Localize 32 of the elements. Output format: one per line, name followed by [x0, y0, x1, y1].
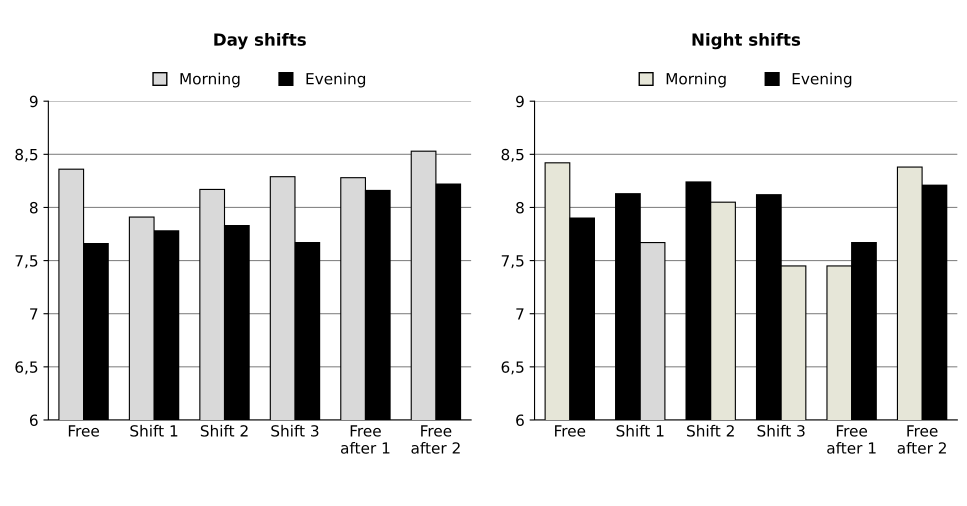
x-tick-label: Free after 1 [827, 425, 876, 454]
y-tick-label: 6,5 [15, 361, 38, 374]
y-tick-label: 8,5 [502, 148, 524, 162]
x-tick-label: Shift 2 [687, 424, 734, 437]
y-tick-label: 7 [30, 308, 38, 320]
x-tick-label: Shift 1 [616, 424, 664, 437]
y-tick-label: 7 [516, 308, 524, 320]
x-tick-label: Free after 2 [411, 425, 460, 454]
legend-label: Morning [666, 72, 726, 88]
legend-label: Evening [792, 72, 852, 88]
x-tick-label: Free [68, 425, 99, 437]
legend-label: Morning [180, 72, 240, 88]
y-tick-label: 8 [516, 202, 524, 214]
y-tick-label: 6,5 [502, 361, 524, 374]
x-tick-label: Free after 2 [898, 425, 946, 454]
y-tick-label: 8 [30, 202, 38, 214]
x-tick-label: Free [555, 425, 586, 437]
x-tick-label: Free after 1 [340, 425, 390, 454]
chart-title: Night shifts [692, 32, 800, 50]
x-tick-label: Shift 1 [130, 424, 178, 437]
y-tick-label: 6 [516, 414, 524, 426]
y-tick-label: 7,5 [16, 255, 38, 268]
y-tick-label: 9 [30, 96, 38, 108]
y-tick-label: 7,5 [502, 255, 524, 268]
legend-label: Evening [306, 72, 366, 88]
y-tick-label: 9 [516, 96, 524, 108]
x-tick-label: Shift 2 [200, 424, 248, 437]
x-tick-label: Shift 3 [758, 424, 805, 437]
chart-title: Day shifts [214, 32, 306, 50]
x-tick-label: Shift 3 [271, 424, 318, 437]
y-tick-label: 8,5 [15, 148, 38, 162]
y-tick-label: 6 [30, 414, 38, 426]
